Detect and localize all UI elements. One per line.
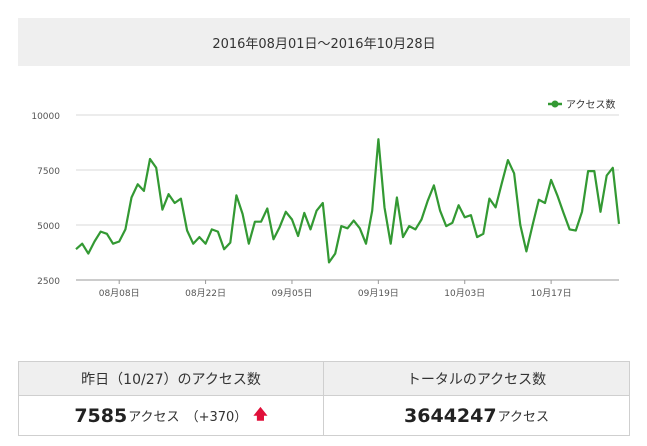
- yesterday-value-cell: 7585 アクセス （+370） 🡅: [19, 396, 324, 435]
- y-tick-label: 7500: [37, 167, 60, 177]
- yesterday-header: 昨日（10/27）のアクセス数: [19, 362, 324, 396]
- chart-legend[interactable]: アクセス数: [548, 98, 616, 111]
- chart-series: [75, 138, 621, 264]
- access-stats-table: 昨日（10/27）のアクセス数 トータルのアクセス数 7585 アクセス （+3…: [18, 361, 630, 436]
- x-tick-label: 10月17日: [531, 288, 572, 299]
- date-range-label: 2016年08月01日～2016年10月28日: [212, 36, 436, 52]
- yesterday-unit: アクセス: [128, 410, 180, 425]
- yesterday-count: 7585: [74, 404, 128, 427]
- x-tick-label: 08月08日: [99, 288, 140, 299]
- legend-marker: [551, 100, 559, 108]
- access-line-chart: 2500 5000 7500 10000 08月08日 08月22日 09月05日 09月1…: [31, 98, 621, 299]
- yesterday-diff: （+370）: [185, 410, 248, 425]
- yesterday-label: 昨日（10/27）のアクセス数: [81, 371, 261, 388]
- x-tick-label: 10月03日: [444, 288, 485, 299]
- x-tick-label: 09月05日: [272, 288, 313, 299]
- x-tick-label: 09月19日: [358, 288, 399, 299]
- total-label: トータルのアクセス数: [406, 371, 547, 388]
- total-count: 3644247: [404, 404, 497, 427]
- chart-grid: [76, 114, 619, 281]
- date-range-header: 2016年08月01日～2016年10月28日: [18, 18, 630, 66]
- y-axis-ticks: 2500 5000 7500 10000: [31, 112, 60, 287]
- x-tick-label: 08月22日: [185, 288, 226, 299]
- series-line-access: [75, 138, 621, 264]
- x-axis-ticks: 08月08日 08月22日 09月05日 09月19日 10月03日 10月17日: [99, 280, 572, 299]
- total-header: トータルのアクセス数: [324, 362, 629, 396]
- y-tick-label: 10000: [31, 112, 60, 122]
- y-tick-label: 5000: [37, 222, 60, 232]
- total-value-cell: 3644247 アクセス: [324, 396, 629, 435]
- total-unit: アクセス: [497, 410, 549, 425]
- up-arrow-icon: 🡅: [253, 406, 268, 423]
- legend-label[interactable]: アクセス数: [566, 98, 616, 111]
- y-tick-label: 2500: [37, 277, 60, 287]
